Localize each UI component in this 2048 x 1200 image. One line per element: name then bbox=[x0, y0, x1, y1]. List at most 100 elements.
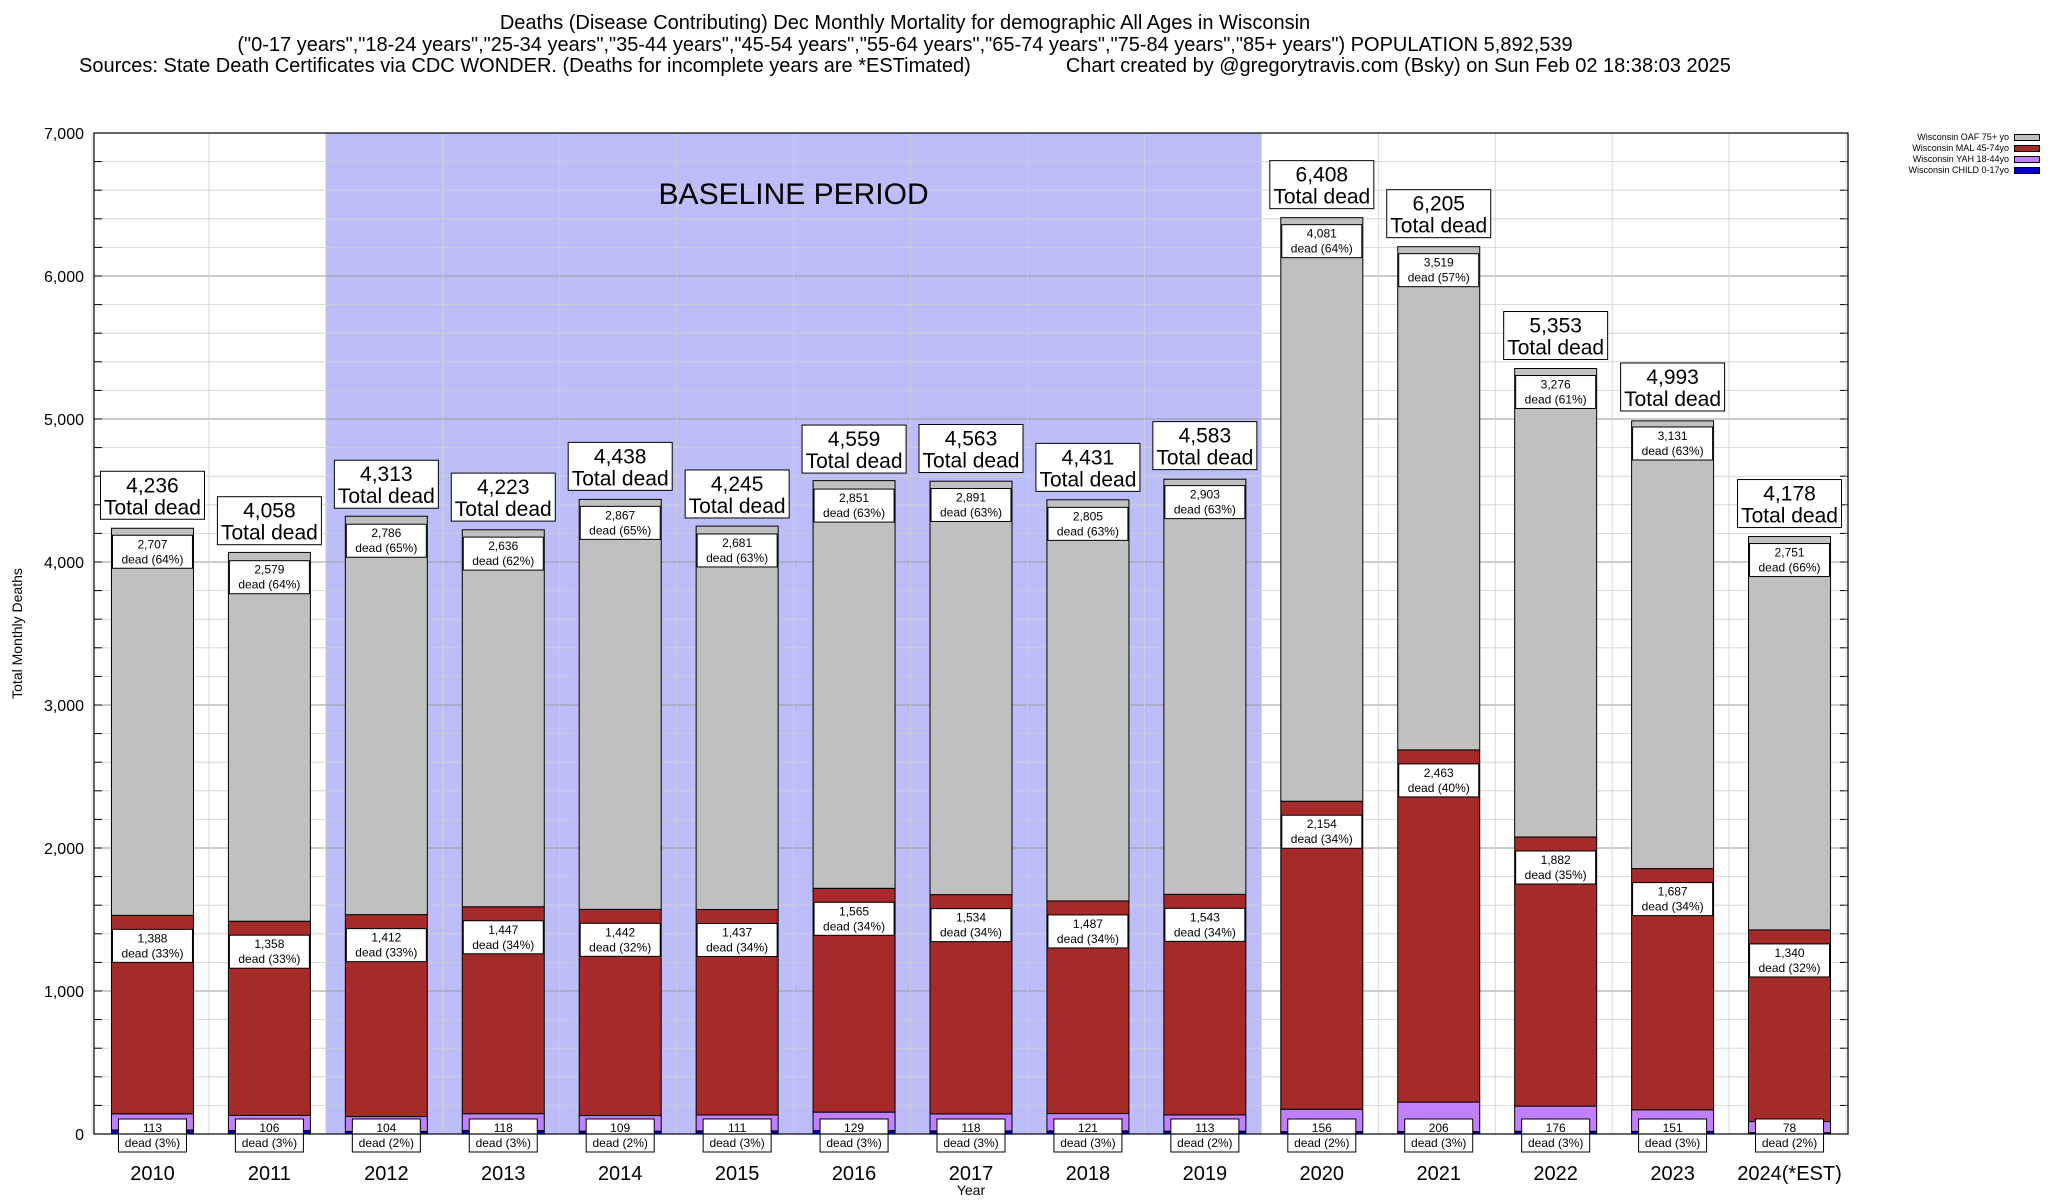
oaf-pct-label: dead (63%) bbox=[1642, 444, 1704, 458]
total-label-box bbox=[450, 472, 556, 522]
x-tick-label: 2023 bbox=[1650, 1163, 1695, 1185]
x-tick-label: 2022 bbox=[1533, 1163, 1578, 1185]
segment-label-box bbox=[936, 1118, 1006, 1153]
total-value-label: 4,563 bbox=[945, 427, 998, 450]
segment-label-box bbox=[1164, 907, 1246, 942]
total-suffix-label: Total dead bbox=[221, 522, 318, 545]
total-label-box bbox=[1152, 421, 1258, 471]
oaf-pct-label: dead (64%) bbox=[1291, 242, 1353, 256]
bar-segment bbox=[1748, 536, 1832, 931]
y-tick-label: 3,000 bbox=[44, 698, 84, 715]
mal-value-label: 1,487 bbox=[1073, 917, 1103, 931]
yah-pct-label: dead (3%) bbox=[242, 1136, 297, 1150]
oaf-value-label: 2,579 bbox=[254, 563, 284, 577]
x-tick-label: 2014 bbox=[598, 1163, 643, 1185]
total-label-box bbox=[99, 470, 205, 520]
chart-credit: Chart created by @gregorytravis.com (Bsk… bbox=[1065, 55, 1731, 77]
bar-segment bbox=[929, 480, 1013, 896]
segment-label-box bbox=[345, 928, 427, 963]
segment-label-box bbox=[1755, 1118, 1825, 1153]
y-tick-label: 2,000 bbox=[44, 841, 84, 858]
total-label-box bbox=[1620, 362, 1726, 412]
chart-title: Deaths (Disease Contributing) Dec Monthl… bbox=[499, 12, 1311, 34]
x-tick-label: 2013 bbox=[481, 1163, 526, 1185]
yah-pct-label: dead (2%) bbox=[359, 1136, 414, 1150]
total-value-label: 4,583 bbox=[1179, 425, 1232, 448]
total-label-box bbox=[1269, 160, 1375, 210]
legend-swatch bbox=[2014, 145, 2040, 152]
total-value-label: 4,178 bbox=[1763, 483, 1816, 506]
mal-value-label: 1,687 bbox=[1658, 885, 1688, 899]
segment-label-box bbox=[1398, 763, 1480, 798]
mal-pct-label: dead (32%) bbox=[1759, 961, 1821, 975]
oaf-pct-label: dead (64%) bbox=[238, 578, 300, 592]
chart-source-line: Sources: State Death Certificates via CD… bbox=[0, 55, 1810, 77]
yah-value-label: 111 bbox=[728, 1121, 747, 1135]
oaf-pct-label: dead (65%) bbox=[589, 523, 651, 537]
total-label-box bbox=[216, 496, 322, 546]
bar-segment bbox=[1163, 478, 1247, 895]
mal-value-label: 1,412 bbox=[371, 931, 401, 945]
yah-pct-label: dead (3%) bbox=[476, 1136, 531, 1150]
total-label-box bbox=[1035, 442, 1141, 492]
oaf-value-label: 2,707 bbox=[137, 537, 167, 551]
oaf-pct-label: dead (63%) bbox=[823, 506, 885, 520]
segment-label-box bbox=[1047, 914, 1129, 949]
bar-segment bbox=[1397, 246, 1481, 751]
segment-label-box bbox=[1749, 943, 1831, 978]
segment-label-box bbox=[1287, 1118, 1357, 1153]
total-suffix-label: Total dead bbox=[1390, 215, 1487, 238]
segment-label-box bbox=[819, 1118, 889, 1153]
y-tick-label: 6,000 bbox=[44, 269, 84, 286]
segment-label-box bbox=[702, 1118, 772, 1153]
oaf-value-label: 2,891 bbox=[956, 490, 986, 504]
mal-pct-label: dead (34%) bbox=[1291, 832, 1353, 846]
oaf-value-label: 2,867 bbox=[605, 508, 635, 522]
total-suffix-label: Total dead bbox=[104, 496, 201, 519]
mal-pct-label: dead (34%) bbox=[940, 926, 1002, 940]
total-suffix-label: Total dead bbox=[923, 449, 1020, 472]
total-value-label: 4,559 bbox=[828, 428, 881, 451]
x-tick-label: 2018 bbox=[1066, 1163, 1111, 1185]
oaf-pct-label: dead (63%) bbox=[1057, 524, 1119, 538]
oaf-pct-label: dead (61%) bbox=[1525, 393, 1587, 407]
mal-pct-label: dead (34%) bbox=[1642, 900, 1704, 914]
mal-pct-label: dead (34%) bbox=[472, 938, 534, 952]
mal-value-label: 1,447 bbox=[488, 923, 518, 937]
mal-pct-label: dead (34%) bbox=[706, 940, 768, 954]
yah-pct-label: dead (3%) bbox=[1411, 1136, 1466, 1150]
total-suffix-label: Total dead bbox=[572, 467, 669, 490]
segment-label-box bbox=[579, 922, 661, 957]
x-tick-label: 2015 bbox=[715, 1163, 760, 1185]
mal-pct-label: dead (33%) bbox=[121, 946, 183, 960]
x-tick-label: 2017 bbox=[949, 1163, 994, 1185]
total-label-box bbox=[684, 469, 790, 519]
segment-label-box bbox=[117, 1118, 187, 1153]
oaf-pct-label: dead (57%) bbox=[1408, 271, 1470, 285]
legend-item: Wisconsin CHILD 0-17yo bbox=[1850, 165, 2040, 176]
oaf-pct-label: dead (66%) bbox=[1759, 561, 1821, 575]
mal-pct-label: dead (34%) bbox=[1174, 925, 1236, 939]
oaf-pct-label: dead (63%) bbox=[940, 505, 1002, 519]
yah-pct-label: dead (3%) bbox=[943, 1136, 998, 1150]
yah-value-label: 121 bbox=[1078, 1121, 1098, 1135]
x-axis-title: Year bbox=[957, 1182, 986, 1198]
total-suffix-label: Total dead bbox=[1741, 505, 1838, 528]
bar-segment bbox=[227, 551, 311, 922]
segment-label-box bbox=[351, 1118, 421, 1153]
bar-segment bbox=[1397, 749, 1481, 1103]
segment-label-box bbox=[696, 533, 778, 568]
mal-value-label: 1,565 bbox=[839, 904, 869, 918]
total-suffix-label: Total dead bbox=[1039, 468, 1136, 491]
segment-label-box bbox=[1632, 882, 1714, 917]
mal-value-label: 1,388 bbox=[137, 931, 167, 945]
segment-label-box bbox=[930, 487, 1012, 522]
mal-value-label: 1,340 bbox=[1775, 946, 1805, 960]
total-suffix-label: Total dead bbox=[1507, 337, 1604, 360]
yah-pct-label: dead (3%) bbox=[826, 1136, 881, 1150]
segment-label-box bbox=[1638, 1118, 1708, 1153]
legend-item: Wisconsin YAH 18-44yo bbox=[1850, 154, 2040, 165]
mal-pct-label: dead (33%) bbox=[238, 952, 300, 966]
total-value-label: 4,438 bbox=[594, 445, 647, 468]
